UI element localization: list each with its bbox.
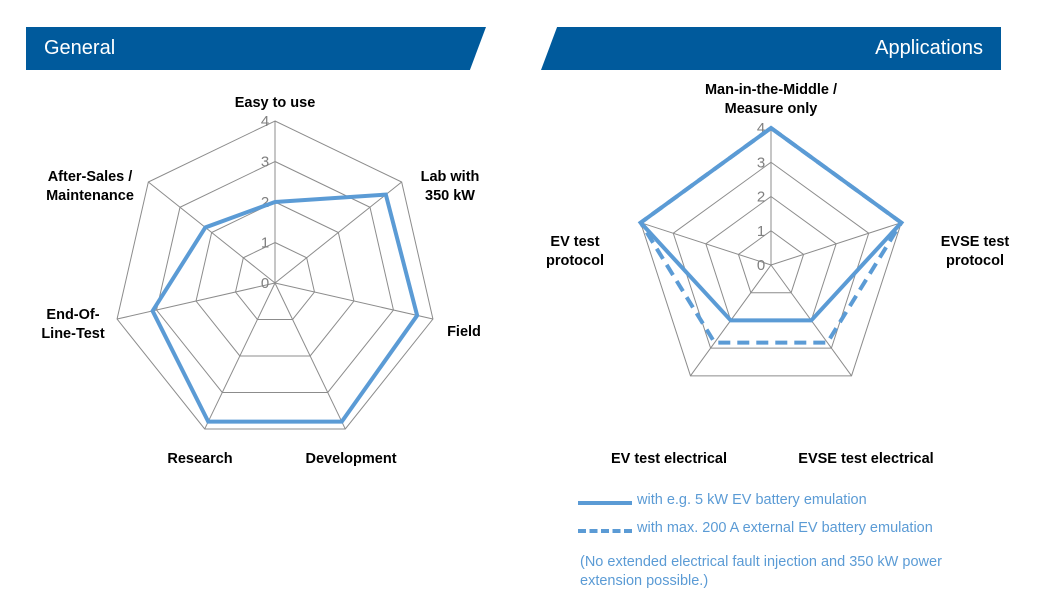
general-spoke [116, 282, 276, 320]
apps-axis-label: Man-in-the-Middle / Measure only [705, 82, 837, 117]
apps-tick-label: 2 [757, 189, 765, 206]
apps-axis-label: EVSE test electrical [798, 451, 933, 467]
general-spoke [274, 282, 346, 430]
apps-tick-label: 3 [757, 154, 765, 171]
applications-banner: Applications [541, 27, 1001, 70]
legend-solid-label: with e.g. 5 kW EV battery emulation [637, 492, 867, 508]
general-grid-ring [156, 160, 394, 393]
legend-dashed-swatch [578, 529, 632, 533]
general-tick-label: 1 [261, 235, 269, 252]
apps-spoke [640, 222, 772, 266]
general-axis-label: Field [447, 324, 481, 340]
legend-dashed-label: with max. 200 A external EV battery emul… [637, 520, 933, 536]
apps-spoke [770, 222, 902, 266]
general-axis-label: After-Sales / Maintenance [46, 169, 134, 204]
apps-axis-label: EV test protocol [546, 234, 604, 269]
apps-series-dashed [638, 125, 904, 345]
apps-tick-label: 1 [757, 223, 765, 240]
apps-axis-label: EVSE test protocol [941, 234, 1010, 269]
general-tick-label: 2 [261, 194, 269, 211]
general-tick-label: 4 [261, 113, 269, 130]
footnote: (No extended electrical fault injection … [580, 554, 942, 589]
apps-axis-label: EV test electrical [611, 451, 727, 467]
general-axis-label: End-Of-Line-Test [41, 307, 105, 342]
general-grid-ring [195, 201, 355, 357]
general-axis-label: Easy to use [235, 95, 316, 111]
general-axis-label: Lab with 350 kW [421, 169, 480, 204]
apps-grid-ring [737, 230, 805, 294]
apps-grid-ring [672, 161, 870, 349]
general-banner: General [26, 27, 486, 70]
legend-solid-swatch [578, 501, 632, 505]
general-spoke [274, 181, 402, 284]
general-axis-label: Development [305, 451, 396, 467]
general-spoke [204, 282, 276, 430]
general-grid-ring [234, 241, 316, 320]
general-tick-label: 0 [261, 275, 269, 292]
general-grid-ring [116, 120, 434, 430]
general-spoke [148, 181, 276, 284]
general-series-solid [150, 192, 420, 424]
general-axis-label: Research [167, 451, 232, 467]
apps-tick-label: 0 [757, 257, 765, 274]
general-tick-label: 3 [261, 154, 269, 171]
apps-tick-label: 4 [757, 120, 765, 137]
general-spoke [274, 282, 434, 320]
